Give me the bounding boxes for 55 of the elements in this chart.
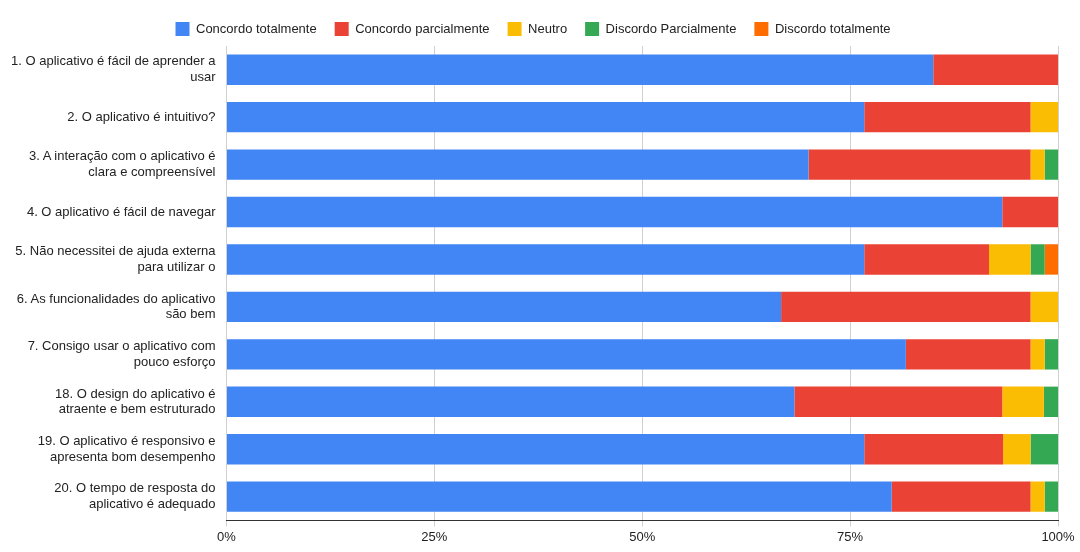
- bar: [1002, 196, 1058, 228]
- bar: [905, 339, 1031, 370]
- x-tick-label: 0%: [217, 528, 237, 544]
- y-tick-label: 20. O tempo de resposta do aplicativo é adequado: [54, 480, 216, 512]
- bar: [227, 54, 934, 85]
- bar: [227, 101, 865, 133]
- bar: [864, 434, 1004, 465]
- bar: [1030, 244, 1045, 275]
- bar: [227, 339, 906, 370]
- bar: [1044, 244, 1058, 275]
- y-tick-label: 6. As funcionalidades do aplicativo são bem: [16, 290, 216, 322]
- y-tick-label: 4. O aplicativo é fácil de navegar: [26, 203, 217, 219]
- x-tick-label: 75%: [837, 528, 864, 544]
- x-tick-label: 25%: [421, 528, 448, 544]
- bar: [781, 291, 1031, 323]
- bar: [864, 101, 1031, 133]
- bar: [933, 54, 1058, 85]
- legend-label: Discordo Parcialmente: [605, 20, 737, 36]
- bar: [988, 244, 1031, 275]
- bar: [1030, 101, 1058, 133]
- bar: [227, 481, 892, 512]
- bar: [227, 434, 865, 465]
- bar: [864, 244, 989, 275]
- y-tick-label: 1. O aplicativo é fácil de aprender a usar: [10, 53, 217, 85]
- bar: [1030, 149, 1045, 180]
- legend-label: Concordo parcialmente: [355, 20, 490, 36]
- y-tick-label: 7. Consigo usar o aplicativo com pouco esforço: [27, 338, 216, 369]
- legend-label: Neutro: [528, 20, 568, 36]
- bar: [1044, 481, 1058, 512]
- bar: [227, 196, 1003, 228]
- bar: [227, 149, 809, 180]
- bar: [227, 291, 782, 323]
- bar: [1002, 386, 1044, 417]
- bar: [1003, 434, 1031, 465]
- bar: [1030, 339, 1045, 370]
- x-tick-label: 100%: [1041, 528, 1076, 544]
- bar: [1030, 291, 1058, 323]
- y-tick-label: 5. Não necessitei de ajuda externa para utilizar o: [15, 243, 217, 274]
- bar: [1044, 149, 1058, 180]
- bar: [1030, 434, 1058, 465]
- y-tick-label: 19. O aplicativo é responsivo e apresenta bom desempenho: [37, 433, 216, 464]
- bar: [1043, 386, 1058, 417]
- legend-label: Discordo totalmente: [774, 20, 891, 36]
- y-tick-label: 3. A interação com o aplicativo é clara e compreensível: [29, 148, 216, 179]
- bar: [1030, 481, 1045, 512]
- legend-label: Concordo totalmente: [196, 20, 317, 36]
- bar: [891, 481, 1031, 512]
- y-tick-label: 18. O design do aplicativo é atraente e bem estruturado: [55, 385, 216, 417]
- bar: [1044, 339, 1058, 370]
- y-tick-label: 2. O aplicativo é intuitivo?: [67, 108, 216, 124]
- bar: [227, 386, 795, 417]
- bar: [227, 244, 865, 275]
- bar: [794, 386, 1003, 417]
- x-tick-label: 50%: [629, 528, 656, 544]
- bar: [808, 149, 1031, 180]
